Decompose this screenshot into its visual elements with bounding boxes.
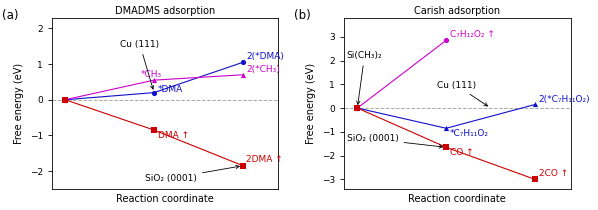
Point <box>441 127 451 130</box>
Point <box>60 98 70 101</box>
Point <box>150 79 159 82</box>
Text: *DMA: *DMA <box>158 85 183 94</box>
Text: 2(*CH₃): 2(*CH₃) <box>246 65 280 74</box>
Point <box>60 98 70 101</box>
Title: Carish adsorption: Carish adsorption <box>414 5 501 16</box>
Point <box>353 106 362 110</box>
X-axis label: Reaction coordinate: Reaction coordinate <box>408 194 506 205</box>
Point <box>441 146 451 149</box>
Point <box>530 103 540 106</box>
Y-axis label: Free energy (eV): Free energy (eV) <box>14 63 24 144</box>
Y-axis label: Free energy (eV): Free energy (eV) <box>306 63 316 144</box>
Point <box>238 73 248 76</box>
Text: CO ↑: CO ↑ <box>450 148 474 158</box>
Text: 2CO ↑: 2CO ↑ <box>539 169 568 178</box>
X-axis label: Reaction coordinate: Reaction coordinate <box>116 194 214 205</box>
Point <box>238 164 248 167</box>
Point <box>530 178 540 181</box>
Text: SiO₂ (0001): SiO₂ (0001) <box>347 134 443 148</box>
Text: (a): (a) <box>2 9 19 22</box>
Point <box>441 39 451 42</box>
Text: DMA ↑: DMA ↑ <box>158 131 189 140</box>
Point <box>150 91 159 94</box>
Point <box>60 98 70 101</box>
Point <box>238 61 248 64</box>
Text: Cu (111): Cu (111) <box>437 81 487 106</box>
Point <box>353 106 362 110</box>
Text: Si(CH₃)₂: Si(CH₃)₂ <box>347 51 382 104</box>
Text: *CH₃: *CH₃ <box>141 70 162 79</box>
Text: 2DMA ↑: 2DMA ↑ <box>246 155 283 164</box>
Point <box>353 106 362 110</box>
Point <box>150 128 159 132</box>
Text: *C₇H₁₁O₂: *C₇H₁₁O₂ <box>450 129 489 138</box>
Text: C₇H₁₂O₂ ↑: C₇H₁₂O₂ ↑ <box>450 30 495 39</box>
Title: DMADMS adsorption: DMADMS adsorption <box>115 5 215 16</box>
Text: 2(*C₇H₁₁O₂): 2(*C₇H₁₁O₂) <box>539 95 590 104</box>
Text: SiO₂ (0001): SiO₂ (0001) <box>145 165 239 183</box>
Text: Cu (111): Cu (111) <box>120 40 160 89</box>
Text: (b): (b) <box>294 9 311 22</box>
Text: 2(*DMA): 2(*DMA) <box>246 52 284 61</box>
